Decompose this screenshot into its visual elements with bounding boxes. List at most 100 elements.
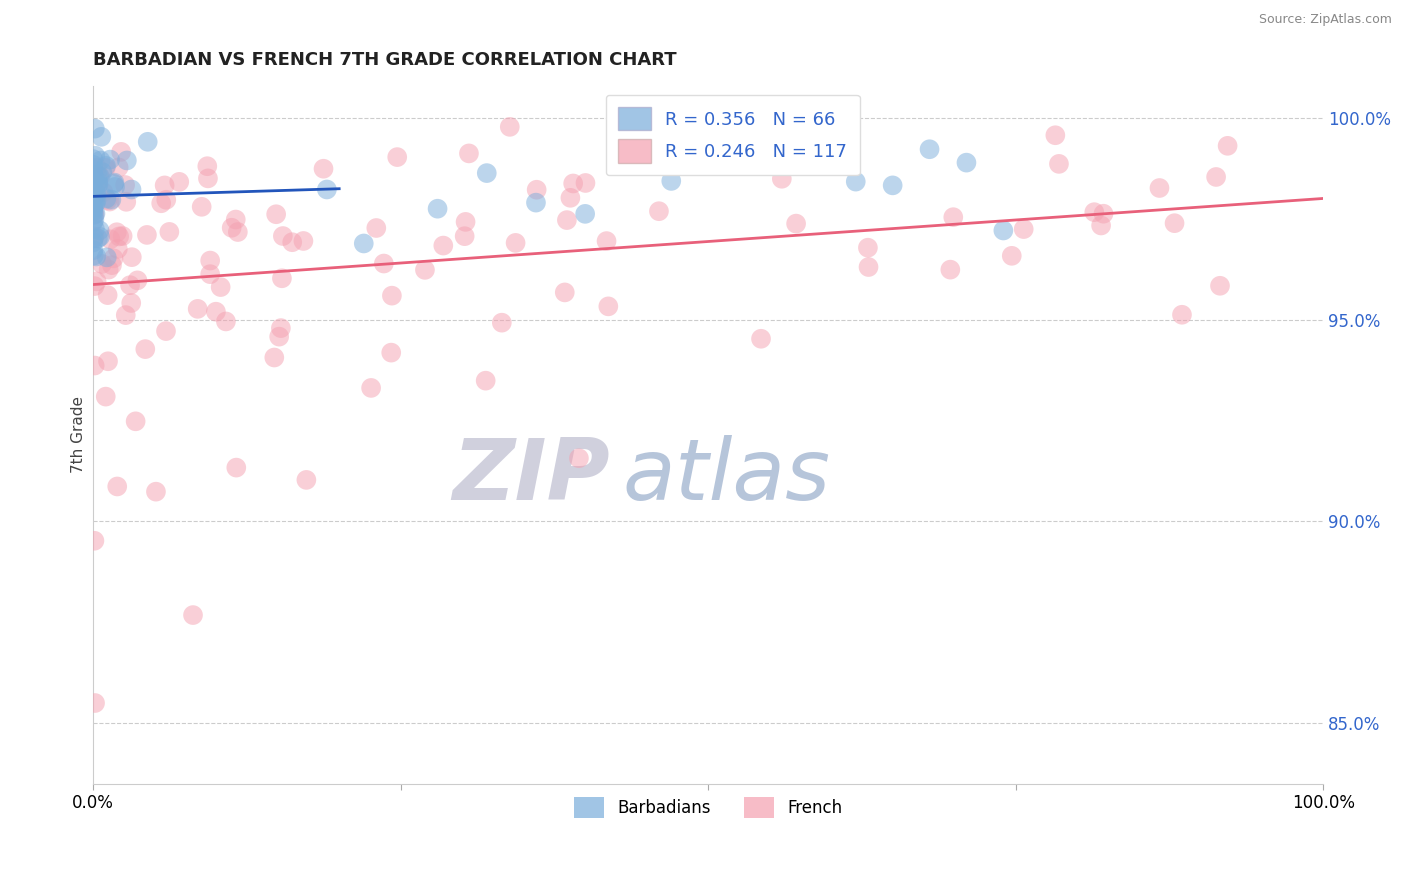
Point (118, 278, 141, 293)
Point (83, 204, 105, 219)
Point (955, 155, 977, 169)
Point (225, 212, 247, 227)
Point (84, 173, 107, 187)
Point (524, 195, 547, 210)
Point (215, 314, 238, 328)
Point (83, 231, 105, 245)
Point (560, 191, 582, 205)
Point (82, 169, 104, 184)
Point (97, 288, 120, 302)
Point (83, 194, 105, 209)
Point (86, 186, 108, 201)
Point (856, 241, 879, 255)
Point (94, 390, 117, 404)
Point (1163, 216, 1185, 230)
Point (114, 308, 136, 322)
Point (845, 175, 868, 189)
Point (269, 329, 291, 343)
Point (101, 258, 124, 272)
Point (83, 207, 105, 221)
Point (659, 174, 682, 188)
Point (295, 473, 318, 487)
Point (134, 342, 156, 356)
Point (858, 260, 880, 274)
Point (82, 167, 104, 181)
Point (205, 304, 228, 318)
Point (83, 189, 105, 203)
Point (83, 248, 105, 262)
Point (83, 162, 105, 177)
Point (84, 206, 107, 220)
Point (758, 121, 780, 136)
Text: Source: ZipAtlas.com: Source: ZipAtlas.com (1258, 13, 1392, 27)
Point (124, 414, 146, 428)
Point (1209, 278, 1232, 293)
Point (568, 451, 591, 466)
Point (381, 288, 404, 302)
Point (103, 177, 125, 191)
Point (918, 142, 941, 156)
Point (453, 229, 475, 244)
Point (882, 178, 904, 193)
Point (209, 280, 232, 294)
Point (83, 222, 105, 236)
Point (709, 157, 731, 171)
Point (458, 146, 481, 161)
Point (574, 207, 596, 221)
Text: ZIP: ZIP (453, 435, 610, 518)
Point (121, 182, 143, 196)
Point (82, 215, 104, 229)
Point (114, 178, 136, 192)
Point (145, 484, 167, 499)
Point (110, 145, 132, 159)
Point (108, 229, 131, 244)
Point (505, 235, 527, 250)
Point (1149, 181, 1171, 195)
Point (1090, 219, 1112, 233)
Point (366, 221, 388, 235)
Point (83, 229, 105, 244)
Point (86, 274, 108, 288)
Point (562, 177, 585, 191)
Point (98, 194, 121, 209)
Point (94, 159, 117, 173)
Point (107, 242, 129, 256)
Point (555, 213, 578, 227)
Point (475, 166, 498, 180)
Point (785, 217, 807, 231)
Point (91, 257, 114, 271)
Point (100, 193, 122, 207)
Point (353, 236, 375, 251)
Point (167, 175, 190, 189)
Point (83, 359, 105, 373)
Point (82, 152, 104, 166)
Point (91, 165, 114, 179)
Point (83, 208, 105, 222)
Point (115, 194, 138, 209)
Point (103, 252, 125, 266)
Point (136, 227, 159, 242)
Point (83, 121, 105, 136)
Point (94, 161, 117, 175)
Point (150, 196, 173, 211)
Point (121, 250, 143, 264)
Point (84, 696, 107, 710)
Point (93, 186, 115, 200)
Point (221, 220, 243, 235)
Y-axis label: 7th Grade: 7th Grade (72, 396, 86, 473)
Point (770, 171, 793, 186)
Point (89, 223, 111, 237)
Point (82, 203, 104, 218)
Point (82, 198, 104, 212)
Point (939, 262, 962, 277)
Point (1205, 169, 1227, 184)
Point (499, 120, 522, 134)
Point (271, 229, 294, 244)
Point (82, 158, 104, 172)
Point (87, 231, 110, 245)
Point (271, 271, 294, 285)
Point (153, 178, 176, 193)
Point (82, 201, 104, 215)
Legend: Barbadians, French: Barbadians, French (567, 790, 849, 824)
Text: atlas: atlas (621, 435, 830, 518)
